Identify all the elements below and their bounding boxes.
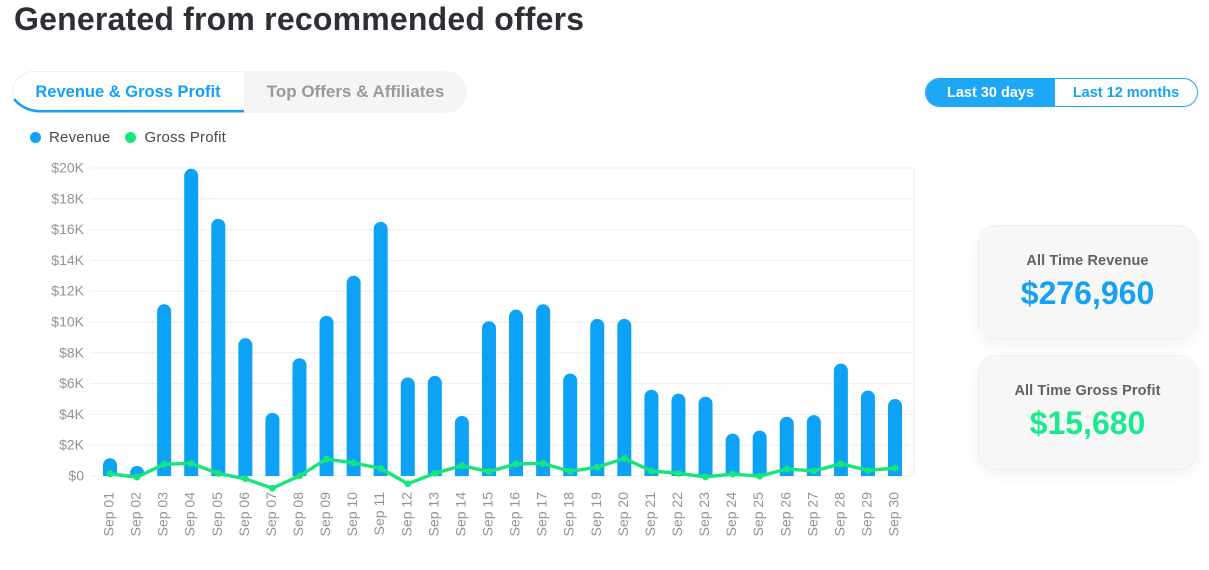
svg-text:Sep 12: Sep 12 [398, 492, 414, 537]
svg-text:Sep 07: Sep 07 [263, 492, 279, 537]
svg-text:$12K: $12K [51, 283, 84, 299]
svg-text:Sep 24: Sep 24 [723, 492, 739, 537]
svg-text:Sep 15: Sep 15 [479, 492, 495, 537]
svg-text:Sep 05: Sep 05 [209, 492, 225, 537]
svg-text:Sep 04: Sep 04 [182, 492, 198, 537]
svg-text:Sep 27: Sep 27 [804, 492, 820, 537]
svg-text:Sep 10: Sep 10 [344, 492, 360, 537]
svg-text:Sep 22: Sep 22 [669, 492, 685, 537]
svg-text:Sep 23: Sep 23 [696, 492, 712, 537]
svg-text:Sep 17: Sep 17 [534, 492, 550, 537]
svg-text:Sep 01: Sep 01 [101, 492, 117, 537]
svg-text:$0: $0 [68, 468, 84, 484]
svg-text:$10K: $10K [51, 314, 84, 330]
svg-text:Sep 02: Sep 02 [128, 492, 144, 537]
svg-text:Sep 19: Sep 19 [588, 492, 604, 537]
svg-text:$20K: $20K [51, 160, 84, 176]
svg-text:Sep 13: Sep 13 [425, 492, 441, 537]
svg-text:Sep 09: Sep 09 [317, 492, 333, 537]
svg-text:Sep 30: Sep 30 [886, 492, 902, 537]
svg-text:Sep 14: Sep 14 [452, 492, 468, 537]
svg-text:$2K: $2K [59, 437, 85, 453]
svg-text:Sep 20: Sep 20 [615, 492, 631, 537]
svg-text:Sep 25: Sep 25 [750, 492, 766, 537]
svg-text:$6K: $6K [59, 375, 85, 391]
svg-text:Sep 18: Sep 18 [561, 492, 577, 537]
svg-text:Sep 06: Sep 06 [236, 492, 252, 537]
svg-text:$14K: $14K [51, 252, 84, 268]
svg-text:Sep 21: Sep 21 [642, 492, 658, 537]
svg-text:Sep 29: Sep 29 [858, 492, 874, 537]
svg-text:$4K: $4K [59, 406, 85, 422]
svg-text:Sep 26: Sep 26 [777, 492, 793, 537]
svg-text:Sep 16: Sep 16 [507, 492, 523, 537]
svg-text:Sep 11: Sep 11 [371, 492, 387, 536]
svg-text:Sep 03: Sep 03 [155, 492, 171, 537]
svg-text:$16K: $16K [51, 221, 84, 237]
svg-text:Sep 28: Sep 28 [831, 492, 847, 537]
svg-text:$18K: $18K [51, 190, 84, 206]
svg-text:Sep 08: Sep 08 [290, 492, 306, 537]
svg-text:$8K: $8K [59, 344, 85, 360]
